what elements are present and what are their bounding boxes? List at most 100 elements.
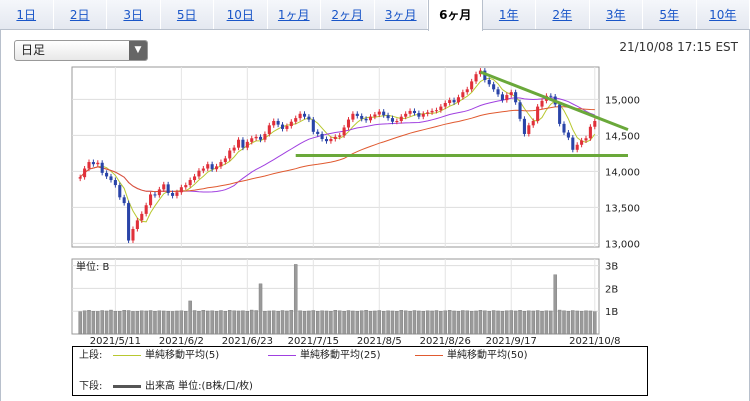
- volume-bar: [544, 310, 549, 335]
- volume-bar: [522, 310, 527, 335]
- volume-bar: [351, 310, 355, 335]
- candle-body: [500, 94, 504, 101]
- ma5-line: [79, 77, 596, 223]
- candle-body: [250, 138, 254, 142]
- tab-11[interactable]: 3年: [590, 0, 643, 29]
- volume-bar: [557, 309, 562, 335]
- volume-bar: [87, 310, 91, 335]
- volume-bar: [82, 310, 87, 335]
- candle-body: [109, 176, 113, 181]
- tab-9[interactable]: 1年: [483, 0, 536, 29]
- candle-body: [193, 176, 197, 181]
- tab-8[interactable]: 6ヶ月: [428, 0, 483, 31]
- candle-body: [571, 137, 575, 150]
- date-tick-label: 2021/8/5: [357, 336, 402, 347]
- volume-bar: [566, 310, 571, 335]
- candle-body: [276, 121, 280, 125]
- volume-bar: [456, 310, 461, 335]
- candle-body: [474, 74, 478, 82]
- tab-5[interactable]: 1ヶ月: [268, 0, 321, 29]
- candle-body: [540, 100, 544, 107]
- volume-bar: [179, 310, 184, 335]
- volume-bar: [78, 311, 82, 335]
- volume-bar: [518, 310, 522, 335]
- legend-volume-label: 出来高 単位:(B株/口/枚): [145, 381, 253, 392]
- volume-bar: [267, 310, 272, 335]
- tab-7[interactable]: 3ヶ月: [375, 0, 428, 29]
- period-select[interactable]: 日足 ▼: [14, 40, 148, 61]
- candle-body: [509, 92, 513, 96]
- candle-body: [144, 205, 148, 214]
- volume-bar: [241, 310, 245, 335]
- volume-bar: [254, 310, 258, 335]
- volume-bar: [531, 310, 535, 335]
- candle-body: [78, 177, 82, 179]
- price-tick-label: 15,000: [605, 95, 640, 106]
- candle-body: [149, 194, 153, 206]
- candle-body: [522, 118, 526, 134]
- tab-3[interactable]: 5日: [161, 0, 214, 29]
- candle-body: [188, 180, 192, 186]
- volume-bar: [346, 310, 351, 335]
- legend-ma25: 単純移動平均(25): [268, 349, 381, 363]
- volume-bar: [425, 310, 430, 335]
- candle-body: [91, 162, 95, 165]
- candle-body: [430, 110, 434, 113]
- volume-bar: [118, 310, 122, 335]
- volume-bar: [210, 310, 214, 335]
- volume-bar: [535, 310, 540, 335]
- volume-bar: [315, 310, 320, 335]
- candle-body: [368, 116, 373, 121]
- volume-bar: [588, 310, 593, 335]
- candle-body: [373, 114, 377, 117]
- legend-ma50-label: 単純移動平均(50): [447, 350, 528, 361]
- volume-tick-label: 1B: [605, 307, 618, 318]
- volume-bar: [91, 310, 96, 335]
- legend-ma25-swatch: [268, 354, 296, 356]
- volume-bar: [465, 310, 469, 335]
- volume-bar: [302, 310, 307, 335]
- volume-bar: [324, 310, 329, 335]
- tab-2[interactable]: 3日: [107, 0, 161, 29]
- legend-lower-label: 下段:: [79, 381, 103, 392]
- candle-body: [487, 79, 491, 85]
- tab-12[interactable]: 5年: [643, 0, 697, 29]
- candle-body: [588, 126, 592, 139]
- volume-bar: [197, 310, 201, 335]
- volume-bar: [140, 310, 144, 335]
- volume-bar: [579, 310, 584, 335]
- volume-bar: [549, 310, 553, 335]
- volume-bar: [131, 311, 135, 335]
- volume-bar: [104, 310, 109, 335]
- volume-bar: [298, 310, 302, 335]
- volume-bar: [236, 310, 241, 335]
- volume-bar: [452, 310, 456, 335]
- volume-bar: [126, 310, 131, 335]
- candle-body: [206, 164, 210, 169]
- tab-10[interactable]: 2年: [536, 0, 590, 29]
- volume-bar: [337, 310, 342, 335]
- tab-1[interactable]: 2日: [54, 0, 107, 29]
- volume-bar: [214, 310, 219, 335]
- candle-body: [562, 123, 566, 133]
- tab-6[interactable]: 2ヶ月: [321, 0, 375, 29]
- candle-body: [171, 193, 175, 196]
- candle-body: [364, 118, 368, 121]
- legend-ma5: 単純移動平均(5): [113, 349, 219, 363]
- volume-bar: [329, 310, 333, 335]
- volume-bar: [113, 310, 118, 335]
- volume-bar: [245, 310, 250, 335]
- candle-body: [140, 213, 144, 221]
- candle-body: [245, 141, 249, 148]
- volume-bar: [258, 283, 263, 335]
- legend-ma5-swatch: [113, 354, 141, 356]
- volume-bar: [487, 310, 491, 335]
- candle-body: [412, 110, 417, 114]
- candle-body: [175, 192, 179, 196]
- candle-body: [280, 124, 285, 129]
- candle-body: [289, 121, 293, 127]
- candle-body: [87, 162, 91, 169]
- tab-4[interactable]: 10日: [214, 0, 268, 29]
- tab-0[interactable]: 1日: [0, 0, 54, 29]
- volume-bar: [359, 310, 364, 335]
